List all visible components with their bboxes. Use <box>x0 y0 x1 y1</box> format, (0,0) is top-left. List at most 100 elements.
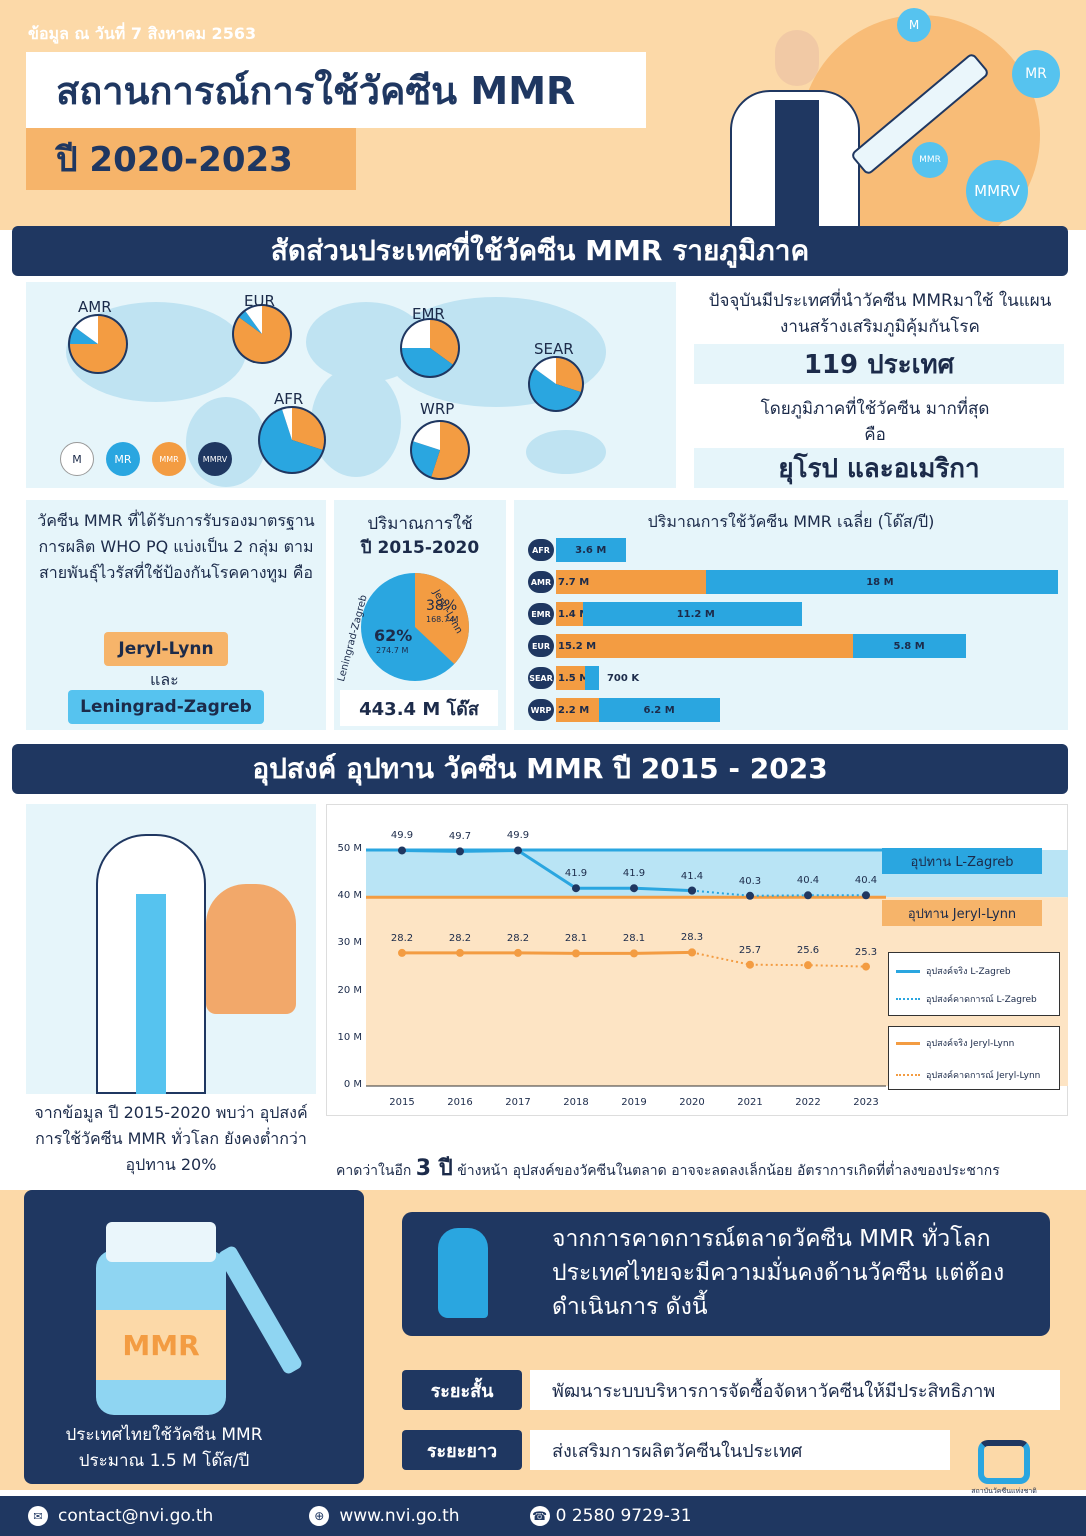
data-label: 40.3 <box>738 875 762 887</box>
data-label: 25.3 <box>854 946 878 958</box>
avg-title: ปริมาณการใช้วัคซีน MMR เฉลี่ย (โด๊ส/ปี) <box>647 512 935 531</box>
avg-bar-leningrad-zagreb <box>852 634 967 658</box>
avg-bar-jeryl-lynn <box>556 570 707 594</box>
y-tick: 10 M <box>337 1031 362 1043</box>
data-label: 41.9 <box>564 868 588 880</box>
data-point <box>630 949 638 958</box>
avg-bar-jeryl-lynn <box>556 602 584 626</box>
usage-jl-pct: 38% <box>426 598 458 614</box>
data-point <box>688 948 696 957</box>
web-link[interactable]: www.nvi.go.th <box>339 1506 460 1526</box>
region-pie-slice <box>431 422 468 478</box>
legend-m: M <box>60 442 94 476</box>
avg-bar-leningrad-zagreb <box>598 698 721 722</box>
legend-mmr: MMR <box>152 442 186 476</box>
avg-bar-leningrad-zagreb <box>556 538 627 562</box>
legend-text: อุปสงค์จริง Jeryl-Lynn <box>926 1039 1015 1049</box>
bubble-mr: MR <box>1012 50 1060 98</box>
avg-label-jeryl-lynn: 2.2 M <box>558 704 590 716</box>
region-pie-slice <box>292 408 324 450</box>
avg-label-jeryl-lynn: 15.2 M <box>558 640 597 652</box>
supply-label-jl: อุปทาน Jeryl-Lynn <box>882 900 1042 926</box>
legend-text: อุปสงค์คาดการณ์ L-Zagreb <box>926 995 1037 1005</box>
usage-title-1: ปริมาณการใช้ <box>367 514 473 534</box>
plan-text: จากการคาดการณ์ตลาดวัคซีน MMR ทั่วโลก ประ… <box>552 1226 1005 1320</box>
phone-icon: ☎ <box>529 1506 550 1526</box>
data-point <box>862 891 870 900</box>
data-point <box>630 884 638 893</box>
region-label-afr: AFR <box>274 390 304 408</box>
demand-note: จากข้อมูล ปี 2015-2020 พบว่า อุปสงค์การใ… <box>34 1103 308 1174</box>
data-point <box>456 847 464 856</box>
region-pie-slice <box>530 368 581 410</box>
short-term-text: พัฒนาระบบบริหารการจัดซื้อจัดหาวัคซีนให้ม… <box>530 1370 1060 1410</box>
x-tick: 2023 <box>853 1097 879 1108</box>
strain-leningrad-zagreb: Leningrad-Zagreb <box>68 690 264 724</box>
section1-title: สัดส่วนประเทศที่ใช้วัคซีน MMR รายภูมิภาค <box>12 226 1068 276</box>
data-label: 49.7 <box>448 831 472 843</box>
avg-bar-leningrad-zagreb <box>583 602 803 626</box>
country-intro: ปัจจุบันมีประเทศที่นำวัคซีน MMRมาใช้ ในแ… <box>708 291 1052 337</box>
vial-cap <box>106 1222 216 1262</box>
data-point <box>572 949 580 958</box>
data-label: 28.2 <box>506 932 530 944</box>
data-label: 49.9 <box>390 830 414 842</box>
page-years: ปี 2020-2023 <box>26 128 356 190</box>
short-term-label: ระยะสั้น <box>402 1370 522 1410</box>
usage-pie-jeryl-lynn <box>415 573 469 664</box>
usage-title-2: ปี 2015-2020 <box>360 538 480 558</box>
avg-region-tag: EMR <box>528 603 554 625</box>
avg-label-leningrad-zagreb: 6.2 M <box>643 704 675 716</box>
avg-bar-leningrad-zagreb <box>706 570 1058 594</box>
data-point <box>746 891 754 900</box>
data-label: 28.1 <box>564 933 588 945</box>
web-icon: ⊕ <box>309 1506 330 1526</box>
email-link[interactable]: contact@nvi.go.th <box>58 1506 214 1526</box>
doctor-illustration <box>720 30 870 230</box>
page-title: สถานการณ์การใช้วัคซีน MMR <box>26 52 646 128</box>
forecast-note: คาดว่าในอีก 3 ปี ข้างหน้า อุปสงค์ของวัคซ… <box>336 1150 1076 1185</box>
series-line-1 <box>691 889 866 897</box>
legend-swatch <box>896 1042 920 1045</box>
legend-mmrv: MMRV <box>198 442 232 476</box>
data-point <box>456 948 464 957</box>
data-point <box>514 846 522 855</box>
y-tick: 30 M <box>337 937 362 949</box>
x-tick: 2018 <box>563 1097 589 1108</box>
avg-label-leningrad-zagreb: 3.6 M <box>575 544 607 556</box>
data-point <box>398 948 406 957</box>
legend-swatch <box>896 1074 920 1076</box>
bubble-mmrv: MMRV <box>966 160 1028 222</box>
country-count: 119 ประเทศ <box>694 344 1064 384</box>
x-tick: 2016 <box>447 1097 473 1108</box>
x-tick: 2022 <box>795 1097 821 1108</box>
data-label: 28.2 <box>390 932 414 944</box>
avg-label-jeryl-lynn: 1.5 M <box>558 672 590 684</box>
legend-swatch <box>896 970 920 973</box>
illustration-box <box>26 804 316 1094</box>
phone-number[interactable]: 0 2580 9729-31 <box>555 1506 692 1526</box>
data-point <box>514 948 522 957</box>
data-point <box>688 886 696 895</box>
y-tick: 20 M <box>337 984 362 996</box>
section2-title: อุปสงค์ อุปทาน วัคซีน MMR ปี 2015 - 2023 <box>12 744 1068 794</box>
x-tick: 2017 <box>505 1097 531 1108</box>
series-line-3 <box>691 951 867 968</box>
y-tick: 40 M <box>337 890 362 902</box>
data-label: 28.2 <box>448 932 472 944</box>
strains-text: วัคซีน MMR ที่ได้รับการรับรองมาตรฐานการผ… <box>37 511 315 582</box>
child-illustration <box>206 884 296 1014</box>
thailand-map-icon <box>438 1228 488 1318</box>
region-pie-slice <box>402 348 453 376</box>
series-line-0 <box>401 848 693 893</box>
avg-region-tag: AFR <box>528 539 554 561</box>
usage-jl-val: 168.7 M <box>426 615 459 624</box>
data-point <box>862 962 870 971</box>
region-label-emr: EMR <box>412 305 445 323</box>
region-pie-slice <box>534 358 556 384</box>
region-pie-slice <box>234 306 290 362</box>
avg-label-jeryl-lynn: 1.4 M <box>558 608 590 620</box>
data-label: 40.4 <box>854 875 878 887</box>
data-label: 41.9 <box>622 868 646 880</box>
date-label: ข้อมูล ณ วันที่ 7 สิงหาคม 2563 <box>28 24 257 43</box>
